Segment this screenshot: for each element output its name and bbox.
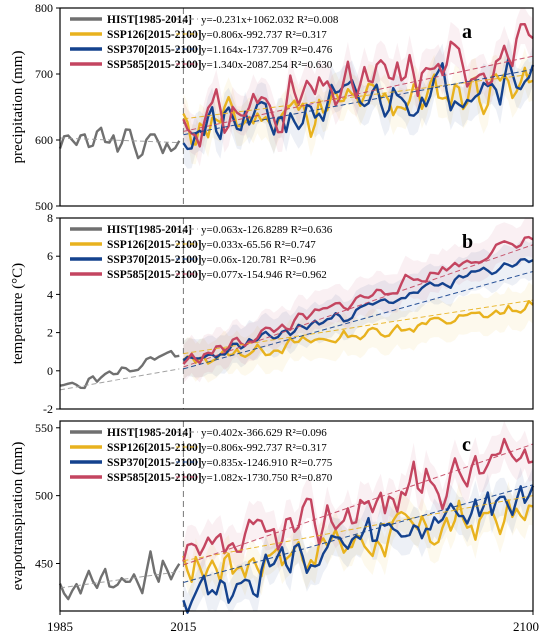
equation-label: y=0.806x-992.737 R²=0.317 [201, 29, 327, 41]
trend-line-ssp370 [183, 484, 534, 583]
x-tick-label: 2015 [170, 619, 196, 634]
x-tick-label: 1985 [47, 619, 73, 634]
series-line-ssp126 [182, 499, 534, 583]
series-line-ssp126 [182, 300, 534, 365]
trend-line-ssp585 [183, 55, 534, 132]
y-tick-label: 4 [47, 287, 53, 301]
trend-line-ssp126 [183, 299, 534, 355]
series-line-ssp370 [182, 258, 534, 362]
x-tick-label: 2100 [513, 619, 539, 634]
y-axis-label: evapotranspiration (mm) [10, 442, 26, 591]
equation-label: y=0.06x-120.781 R²=0.96 [201, 254, 316, 266]
equation-label: y=1.164x-1737.709 R²=0.476 [201, 44, 333, 56]
y-tick-label: 700 [35, 67, 53, 81]
y-tick-label: 6 [47, 249, 53, 263]
uncertainty-band-ssp126 [183, 282, 533, 383]
y-tick-label: 800 [35, 1, 53, 15]
trend-line-ssp126 [183, 495, 534, 562]
legend-label: SSP126[2015-2100] [107, 29, 202, 41]
y-tick-label: 600 [35, 133, 53, 147]
trend-line-hist [59, 368, 180, 391]
trend-line-hist [59, 137, 180, 144]
trend-line-ssp585 [183, 244, 534, 368]
trend-line-ssp585 [183, 443, 534, 566]
plot-frame [59, 7, 534, 207]
uncertainty-band-ssp126 [183, 48, 533, 165]
series-line-ssp370 [182, 485, 535, 614]
y-axis-label: temperature (°C) [10, 263, 26, 364]
series-line-hist [59, 349, 180, 390]
trend-line-ssp370 [183, 270, 534, 370]
uncertainty-band-ssp585 [183, 421, 533, 581]
y-tick-label: 450 [35, 557, 53, 571]
panel-letter: c [462, 434, 471, 456]
equation-label: y=0.077x-154.946 R²=0.962 [201, 269, 327, 281]
equation-label: y=0.402x-366.629 R²=0.096 [201, 427, 327, 439]
legend-label: SSP126[2015-2100] [107, 442, 202, 454]
equation-label: y=0.033x-65.56 R²=0.747 [201, 239, 316, 251]
equation-label: y=1.082x-1730.750 R²=0.870 [201, 472, 333, 484]
legend-label: SSP370[2015-2100] [107, 457, 202, 469]
series-line-ssp585 [182, 235, 534, 365]
uncertainty-band-ssp585 [183, 218, 533, 384]
y-tick-label: 500 [35, 199, 53, 213]
panel-a: 500 600 700 800 precipitation (mm) HIST[1985-… [10, 1, 535, 213]
legend-label: HIST[1985-2014] [107, 224, 192, 236]
trend-line-ssp370 [183, 68, 534, 136]
y-tick-label: 500 [35, 489, 53, 503]
y-tick-label: 8 [47, 211, 53, 225]
panel-letter: a [462, 21, 472, 43]
y-tick-label: -2 [43, 402, 53, 416]
panel-letter: b [462, 231, 473, 253]
legend-label: SSP585[2015-2100] [107, 59, 202, 71]
panel-b: -2 0 2 4 6 8 temperature (°C) HIST[1985-2014] y=… [10, 211, 534, 416]
equation-label: y=0.806x-992.737 R²=0.317 [201, 442, 327, 454]
plot-frame [59, 217, 534, 410]
legend-label: SSP585[2015-2100] [107, 472, 202, 484]
equation-label: y=0.835x-1246.910 R²=0.775 [201, 457, 333, 469]
trend-line-ssp126 [183, 73, 534, 120]
y-tick-label: 0 [47, 364, 53, 378]
series-line-hist [58, 550, 181, 601]
panel-c: 450 500 550 evapotranspiration (mm) HIST[198… [10, 420, 535, 614]
plot-frame [59, 420, 534, 612]
equation-label: y=0.063x-126.8289 R²=0.636 [201, 224, 333, 236]
series-line-hist [58, 126, 181, 160]
series-line-ssp585 [182, 23, 534, 148]
legend-label: SSP585[2015-2100] [107, 269, 202, 281]
legend-label: SSP126[2015-2100] [107, 239, 202, 251]
equation-label: y=-0.231x+1062.032 R²=0.008 [201, 14, 339, 26]
trend-line-hist [59, 571, 180, 589]
legend-label: SSP370[2015-2100] [107, 44, 202, 56]
legend-label: SSP370[2015-2100] [107, 254, 202, 266]
equation-label: y=1.340x-2087.254 R²=0.630 [201, 59, 333, 71]
y-axis-label: precipitation (mm) [10, 51, 26, 164]
y-tick-label: 2 [47, 326, 53, 340]
series-line-ssp585 [182, 437, 534, 562]
y-tick-label: 550 [35, 421, 53, 435]
legend-label: HIST[1985-2014] [107, 14, 192, 26]
legend-label: HIST[1985-2014] [107, 427, 192, 439]
